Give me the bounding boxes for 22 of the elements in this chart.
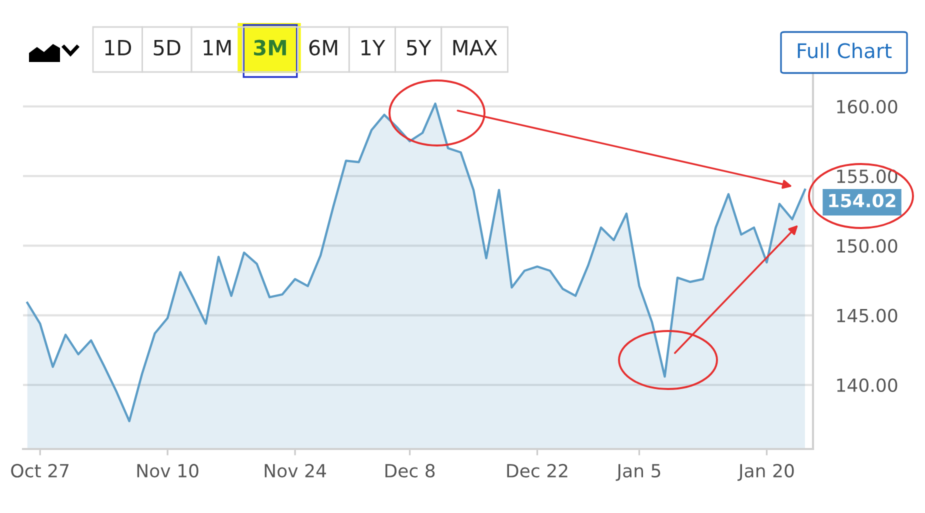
y-tick-label: 150.00 <box>837 239 898 253</box>
text: 3M <box>254 40 286 56</box>
text: 1Y <box>361 40 386 56</box>
text: 5D <box>154 40 180 56</box>
data-label: 154.02 <box>829 194 896 208</box>
y-tick-label: 145.00 <box>837 308 898 322</box>
text: MAX <box>453 40 498 56</box>
text: Full Chart <box>798 42 892 58</box>
x-tick-label: Nov 10 <box>137 464 198 478</box>
x-tick-label: Nov 24 <box>264 464 326 478</box>
y-tick-label: 160.00 <box>837 100 898 114</box>
text: 1D <box>105 40 132 56</box>
x-tick-label: Jan 20 <box>738 464 794 481</box>
text: 6M <box>309 40 338 56</box>
x-tick-label: Dec 8 <box>385 464 435 478</box>
x-tick-label: Oct 27 <box>11 464 69 478</box>
text: 1M <box>204 40 231 56</box>
x-tick-label: Dec 22 <box>507 464 568 478</box>
text: 5Y <box>406 40 432 56</box>
y-tick-label: 140.00 <box>837 378 898 392</box>
x-tick-label: Jan 5 <box>616 464 660 481</box>
y-tick-label: 155.00 <box>837 170 898 184</box>
